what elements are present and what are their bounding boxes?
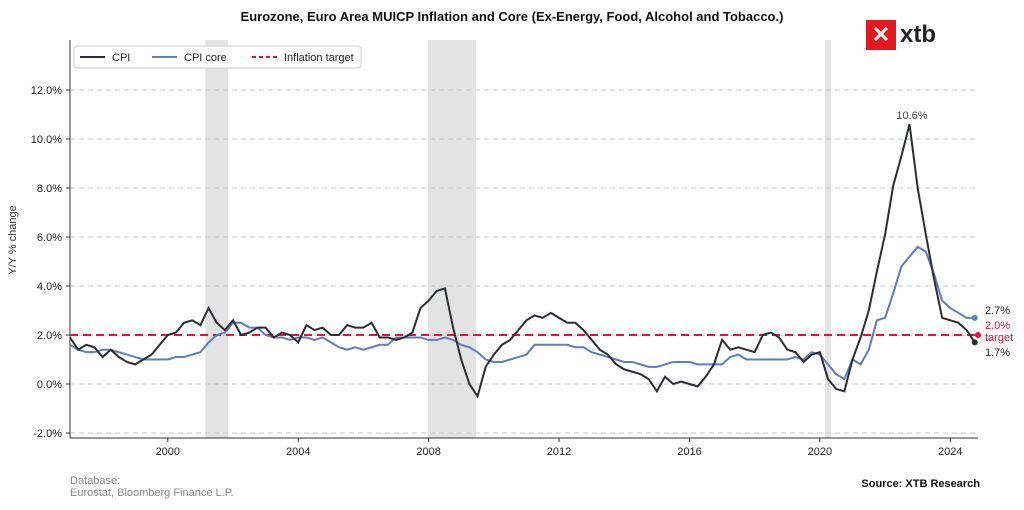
y-tick-label: 10.0% (31, 134, 62, 146)
y-tick-label: 12.0% (31, 85, 62, 97)
target-word-label: target (985, 332, 1013, 344)
target-marker (975, 332, 981, 338)
cpi-last-label: 1.7% (985, 347, 1010, 359)
recession-band (427, 40, 476, 438)
legend-box (73, 45, 362, 69)
end-marker (971, 339, 978, 346)
x-tick-label: 2024 (938, 446, 962, 458)
chart-title: Eurozone, Euro Area MUICP Inflation and … (240, 9, 784, 24)
y-tick-label: 6.0% (37, 232, 62, 244)
recession-band (825, 40, 831, 438)
y-tick-label: 0.0% (37, 379, 62, 391)
database-source: Eurostat, Bloomberg Finance L.P. (70, 487, 234, 499)
x-tick-label: 2020 (808, 446, 832, 458)
source-note: Source: XTB Research (861, 478, 980, 490)
peak-label: 10.6% (896, 110, 927, 122)
series-line-cpi-core (69, 245, 975, 381)
x-tick-label: 2004 (286, 446, 310, 458)
x-tick-label: 2008 (416, 446, 440, 458)
logo-text: xtb (900, 21, 936, 48)
y-tick-label: 4.0% (37, 281, 62, 293)
xtb-logo: ✕ xtb (866, 20, 936, 50)
legend-label: Inflation target (284, 52, 354, 64)
database-note: Database: Eurostat, Bloomberg Finance L.P… (70, 475, 234, 499)
end-marker (971, 314, 978, 321)
x-tick-label: 2016 (677, 446, 701, 458)
logo-mark: ✕ (866, 20, 896, 50)
x-tick-label: 2000 (156, 446, 180, 458)
y-tick-label: 8.0% (37, 183, 62, 195)
x-tick-label: 2012 (547, 446, 571, 458)
series-line-cpi (69, 124, 976, 399)
y-tick-label: 2.0% (37, 330, 62, 342)
legend-label: CPI core (184, 52, 227, 64)
legend-label: CPI (112, 52, 130, 64)
core-last-label: 2.7% (985, 305, 1010, 317)
target-value-label: 2.0% (985, 320, 1010, 332)
y-tick-label: -2.0% (33, 428, 62, 440)
recession-band (205, 40, 229, 438)
database-label: Database: (70, 475, 121, 487)
y-axis-label: Y/Y % change (7, 205, 19, 275)
